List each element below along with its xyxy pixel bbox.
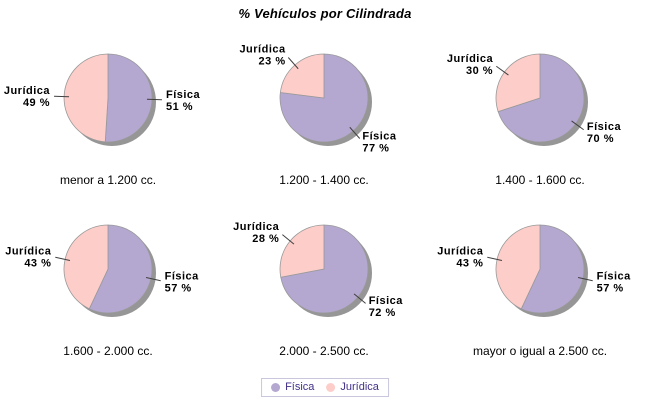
label-leader-line [577,277,593,282]
slice-label-juridica: Jurídica 30 % [447,53,494,77]
pie-caption: 1.600 - 2.000 cc. [63,344,153,358]
slice-label-fisica: Física 77 % [362,131,397,155]
pie-chart: Física 70 % Jurídica 30 % [447,53,622,146]
pie-grid: Física 51 % Jurídica 49 % menor a 1.200 cc.… [0,38,650,358]
pie-cell: Física 70 % Jurídica 30 % 1.400 - 1.600 cc. [432,38,648,187]
label-leader-line [353,293,366,304]
label-leader-line [145,277,161,282]
label-leader-line [349,126,361,139]
label-leader-line [571,120,584,131]
legend-swatch-fisica-icon [271,382,281,392]
pie-chart: Física 51 % Jurídica 49 % [4,53,201,146]
slice-label-juridica: Jurídica 28 % [233,221,280,245]
pie-cell: Física 51 % Jurídica 49 % menor a 1.200 cc. [0,38,216,187]
label-leader-line [55,256,71,261]
slice-label-juridica: Jurídica 43 % [5,245,52,269]
slice-label-juridica: Jurídica 49 % [4,85,51,109]
pie-slice-juridica [279,224,325,278]
pie-cell: Física 57 % Jurídica 43 % 1.600 - 2.000 cc. [0,209,216,358]
slice-label-juridica: Jurídica 23 % [239,43,286,67]
pie-slice-juridica [63,53,109,143]
legend-label-fisica: Física [285,381,315,393]
pie-cell: Física 57 % Jurídica 43 % mayor o igual a 2… [432,209,648,358]
slice-label-juridica: Jurídica 43 % [437,245,484,269]
legend-swatch-juridica-icon [326,382,336,392]
pie-caption: mayor o igual a 2.500 cc. [472,344,608,358]
slice-label-fisica: Física 57 % [165,271,200,295]
pie-cell: Física 77 % Jurídica 23 % 1.200 - 1.400 cc. [216,38,432,187]
pie-slice-juridica [279,53,325,99]
pie-chart: Física 57 % Jurídica 43 % [437,224,632,317]
legend-item-fisica: Física [271,381,314,393]
legend-label-juridica: Jurídica [340,381,379,393]
slice-label-fisica: Física 57 % [597,271,632,295]
label-leader-line [282,234,295,245]
label-leader-line [487,256,503,261]
pie-cell: Física 72 % Jurídica 28 % 2.000 - 2.500 cc. [216,209,432,358]
slice-label-fisica: Física 70 % [587,121,622,145]
legend-item-juridica: Jurídica [326,381,379,393]
pie-caption: menor a 1.200 cc. [59,173,157,187]
label-leader-line [496,65,509,76]
legend: Física Jurídica [261,378,389,397]
pie-chart: Física 57 % Jurídica 43 % [5,224,200,317]
label-leader-line [287,57,299,70]
pie-caption: 2.000 - 2.500 cc. [279,344,369,358]
slice-label-fisica: Física 51 % [166,89,201,113]
pie-caption: 1.400 - 1.600 cc. [495,173,585,187]
chart-title: % Vehículos por Cilindrada [238,6,412,21]
pie-chart: Física 77 % Jurídica 23 % [239,43,397,155]
pie-chart: Física 72 % Jurídica 28 % [233,221,404,319]
pie-caption: 1.200 - 1.400 cc. [279,173,369,187]
slice-label-fisica: Física 72 % [369,295,404,319]
